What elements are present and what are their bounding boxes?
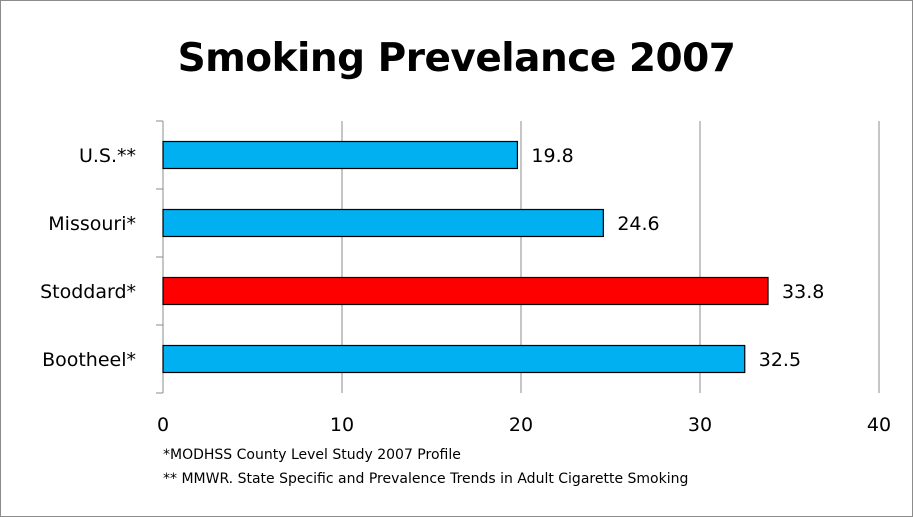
x-tick-label-20: 20 xyxy=(509,414,533,436)
footnote-source-1: *MODHSS County Level Study 2007 Profile xyxy=(163,447,461,463)
bar-2 xyxy=(162,276,769,306)
bar-1 xyxy=(162,208,604,238)
x-tick-label-10: 10 xyxy=(330,414,354,436)
chart-title: Smoking Prevelance 2007 xyxy=(177,36,736,81)
x-tick-label-30: 30 xyxy=(688,414,712,436)
data-label-1: 24.6 xyxy=(617,213,659,235)
data-label-3: 32.5 xyxy=(759,349,801,371)
category-label-1: Missouri* xyxy=(48,213,136,235)
footnote-source-2: ** MMWR. State Specific and Prevalence T… xyxy=(163,471,689,487)
footnotes: *MODHSS County Level Study 2007 Profile … xyxy=(163,443,688,491)
category-label-3: Bootheel* xyxy=(42,349,136,371)
x-tick-label-40: 40 xyxy=(867,414,891,436)
bar-3 xyxy=(162,344,746,374)
bar-0 xyxy=(162,140,519,170)
data-label-2: 33.8 xyxy=(782,281,824,303)
x-tick-label-0: 0 xyxy=(157,414,169,436)
data-label-0: 19.8 xyxy=(531,145,573,167)
category-label-0: U.S.** xyxy=(79,145,136,167)
category-label-2: Stoddard* xyxy=(40,281,136,303)
